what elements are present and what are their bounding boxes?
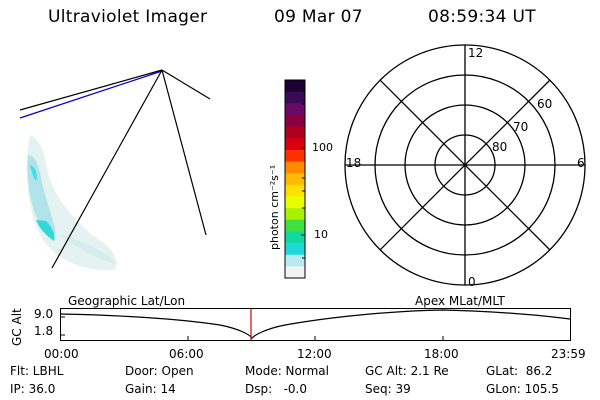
- colorbar-band: [285, 243, 305, 256]
- colorbar-band: [285, 149, 305, 163]
- status-dsp: Dsp: -0.0: [245, 382, 308, 396]
- status-mode: Mode: Normal: [245, 364, 329, 378]
- colorbar-band: [285, 80, 305, 93]
- colorbar-unit-label: photon cm⁻²s⁻¹: [268, 164, 281, 250]
- orbit-right-title: Apex MLat/MLT: [415, 294, 505, 308]
- colorbar-band: [285, 219, 305, 233]
- colorbar-band: [285, 103, 305, 116]
- colorbar: [284, 79, 306, 279]
- auroral-image-panel: [19, 69, 211, 271]
- limb-line: [19, 70, 163, 119]
- polar-grid: [344, 44, 586, 286]
- colorbar-band: [285, 184, 305, 198]
- mlt-label-18: 18: [346, 156, 362, 170]
- status-filter: Flt: LBHL: [10, 364, 64, 378]
- lat-label-80: 80: [492, 140, 508, 154]
- view-line: [51, 69, 163, 269]
- mlt-label-12: 12: [468, 46, 484, 60]
- colorbar-band: [285, 161, 305, 174]
- colorbar-tick-10: 10: [314, 228, 328, 241]
- orbit-altitude-plot: [60, 308, 571, 341]
- status-door: Door: Open: [125, 364, 194, 378]
- view-line: [161, 69, 211, 100]
- colorbar-band: [285, 266, 305, 279]
- orbit-left-title: Geographic Lat/Lon: [68, 294, 186, 308]
- colorbar-tick-100: 100: [312, 141, 333, 154]
- orbit-ylabel: GC Alt: [10, 308, 24, 346]
- view-line: [161, 69, 207, 236]
- colorbar-gradient: [285, 80, 305, 279]
- view-line: [19, 69, 163, 111]
- orbit-xtick-0000: 00:00: [44, 347, 79, 361]
- auroral-emission-area: [26, 135, 118, 271]
- orbit-ytick-top: 9.0: [34, 307, 54, 321]
- colorbar-band: [285, 254, 305, 267]
- mlt-label-0: 0: [468, 275, 476, 289]
- orbit-xtick-1800: 18:00: [424, 347, 459, 361]
- colorbar-band: [285, 196, 305, 209]
- orbit-ytick-bottom: 1.8: [34, 324, 54, 338]
- status-glat: GLat: 86.2: [486, 364, 553, 378]
- lat-label-70: 70: [513, 120, 529, 134]
- status-ip: IP: 36.0: [10, 382, 56, 396]
- colorbar-band: [285, 231, 305, 244]
- status-gain: Gain: 14: [125, 382, 176, 396]
- orbit-xtick-1200: 12:00: [297, 347, 332, 361]
- observation-time: 08:59:34 UT: [428, 7, 536, 27]
- colorbar-band: [285, 114, 305, 128]
- lat-label-60: 60: [537, 97, 553, 111]
- orbit-xtick-0600: 06:00: [169, 347, 204, 361]
- colorbar-band: [285, 138, 305, 151]
- orbit-xtick-2359: 23:59: [551, 347, 586, 361]
- status-seq: Seq: 39: [365, 382, 411, 396]
- colorbar-band: [285, 208, 305, 221]
- colorbar-band: [285, 126, 305, 139]
- colorbar-band: [285, 91, 305, 104]
- observation-date: 09 Mar 07: [274, 7, 363, 27]
- mlt-label-6: 6: [577, 156, 585, 170]
- meridian-diag-2: [379, 79, 551, 251]
- altitude-curve: [60, 309, 571, 339]
- status-gc-alt: GC Alt: 2.1 Re: [365, 364, 449, 378]
- colorbar-band: [285, 173, 305, 186]
- status-glon: GLon: 105.5: [486, 382, 559, 396]
- instrument-title: Ultraviolet Imager: [48, 7, 208, 27]
